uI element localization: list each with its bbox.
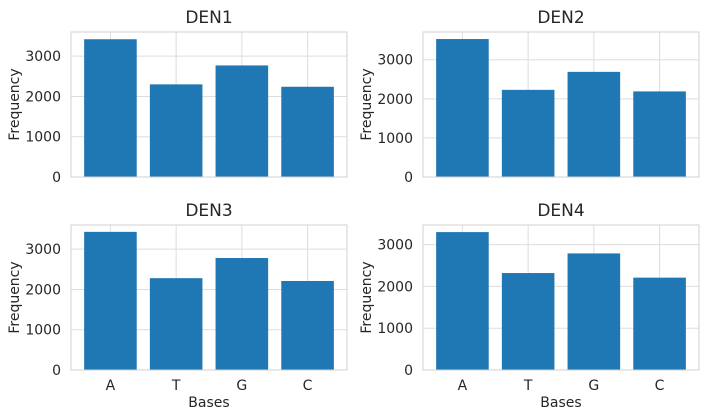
bar-g xyxy=(567,71,621,177)
x-axis-label: Bases xyxy=(188,395,229,411)
bar-c xyxy=(633,91,686,177)
y-tick-label: 0 xyxy=(404,363,413,379)
y-tick-label: 0 xyxy=(52,170,61,186)
y-axis-label: Frequency xyxy=(7,68,23,140)
axes-frame xyxy=(70,224,348,371)
bar-a xyxy=(84,231,137,370)
x-tick-label: G xyxy=(588,378,599,394)
x-tick-label: T xyxy=(523,378,533,394)
y-tick-label: 3000 xyxy=(25,242,61,258)
y-tick-label: 0 xyxy=(404,170,413,186)
bar-c xyxy=(281,280,334,370)
y-tick-label: 2000 xyxy=(377,92,413,108)
y-tick-label: 1000 xyxy=(377,131,413,147)
bar-a xyxy=(84,39,137,177)
bar-t xyxy=(501,89,555,177)
y-tick-label: 3000 xyxy=(377,238,413,254)
y-tick-label: 2000 xyxy=(377,279,413,295)
bar-t xyxy=(149,84,203,177)
bar-g xyxy=(567,253,621,370)
subplot-title: DEN1 xyxy=(185,8,232,28)
axes-frame xyxy=(70,31,348,178)
x-tick-label: C xyxy=(303,378,313,394)
subplot-den2: 0 1000 2000 3000 DEN2 Frequency xyxy=(359,8,700,186)
y-axis-label: Frequency xyxy=(7,261,23,333)
bar-c xyxy=(633,277,686,370)
y-axis-label: Frequency xyxy=(359,261,375,333)
y-tick-label: 1000 xyxy=(25,130,61,146)
y-tick-label: 1000 xyxy=(377,321,413,337)
x-tick-label: T xyxy=(171,378,181,394)
y-tick-label: 0 xyxy=(52,363,61,379)
y-tick-label: 1000 xyxy=(25,323,61,339)
y-tick-label: 2000 xyxy=(25,89,61,105)
x-tick-label: A xyxy=(458,378,468,394)
bar-g xyxy=(215,65,269,177)
subplot-den3: 0 1000 2000 3000 A T G C DEN3 Frequency Bases xyxy=(7,201,348,411)
x-tick-label: A xyxy=(106,378,116,394)
subplot-title: DEN3 xyxy=(185,201,232,221)
y-axis-label: Frequency xyxy=(359,68,375,140)
bar-a xyxy=(436,39,489,178)
subplot-den1: 0 1000 2000 3000 DEN1 Frequency xyxy=(7,8,348,186)
subplot-title: DEN2 xyxy=(537,8,584,28)
y-tick-label: 2000 xyxy=(25,282,61,298)
x-tick-label: C xyxy=(655,378,665,394)
x-axis-label: Bases xyxy=(540,395,581,411)
bar-g xyxy=(215,258,269,370)
x-tick-label: G xyxy=(236,378,247,394)
bar-t xyxy=(149,278,203,370)
bar-c xyxy=(281,86,334,177)
y-tick-label: 3000 xyxy=(25,49,61,65)
y-tick-label: 3000 xyxy=(377,53,413,69)
bar-a xyxy=(436,232,489,370)
subplot-title: DEN4 xyxy=(537,201,584,221)
bar-t xyxy=(501,273,555,370)
subplot-den4: 0 1000 2000 3000 A T G C DEN4 Frequency Bases xyxy=(359,201,700,411)
axes-frame xyxy=(422,224,700,371)
axes-frame xyxy=(422,31,700,178)
